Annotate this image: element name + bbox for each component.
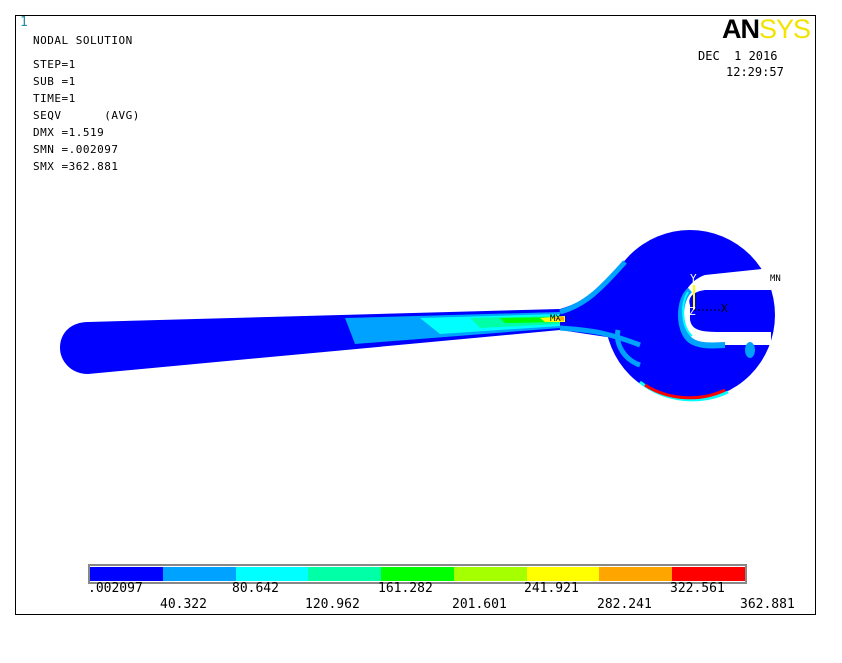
ansys-logo: ANSYS xyxy=(722,14,811,44)
legend-label: 322.561 xyxy=(670,581,725,596)
result-label: SEQV (AVG) xyxy=(33,109,140,122)
legend-label: 282.241 xyxy=(597,597,652,612)
wrench-jaw xyxy=(680,268,771,345)
legend-segment xyxy=(90,567,163,581)
color-legend xyxy=(88,564,747,584)
dmx-label: DMX =1.519 xyxy=(33,126,105,139)
legend-label: 161.282 xyxy=(378,581,433,596)
legend-label: 80.642 xyxy=(232,581,279,596)
triad-y-label: Y xyxy=(690,272,697,285)
legend-segment xyxy=(308,567,382,581)
legend-label: 120.962 xyxy=(305,597,360,612)
window-number: 1 xyxy=(20,15,28,30)
step-label: STEP=1 xyxy=(33,58,76,71)
max-marker: MX xyxy=(550,314,561,324)
date-stamp: DEC 1 2016 xyxy=(698,49,778,63)
triad-z-label: Z xyxy=(689,305,696,318)
plot-title: NODAL SOLUTION xyxy=(33,34,133,47)
min-marker: MN xyxy=(770,274,781,284)
smn-label: SMN =.002097 xyxy=(33,143,119,156)
legend-segment xyxy=(599,567,673,581)
time-stamp: 12:29:57 xyxy=(726,65,784,79)
time-label: TIME=1 xyxy=(33,92,76,105)
smx-label: SMX =362.881 xyxy=(33,160,119,173)
sub-label: SUB =1 xyxy=(33,75,76,88)
legend-segment xyxy=(381,567,454,581)
legend-label: 201.601 xyxy=(452,597,507,612)
legend-label: 40.322 xyxy=(160,597,207,612)
legend-segment xyxy=(235,567,309,581)
legend-segment xyxy=(526,567,600,581)
legend-label: .002097 xyxy=(88,581,143,596)
legend-segment xyxy=(453,567,527,581)
triad-x-label: X xyxy=(721,302,728,315)
legend-label: 362.881 xyxy=(740,597,795,612)
legend-label: 241.921 xyxy=(524,581,579,596)
legend-segment xyxy=(672,567,746,581)
legend-segment xyxy=(162,567,236,581)
